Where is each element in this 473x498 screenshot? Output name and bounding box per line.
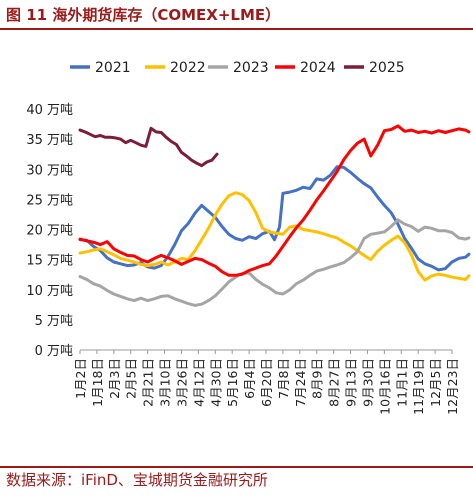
- y-tick-label: 15 万吨: [26, 254, 73, 269]
- legend-label-2022: 2022: [170, 60, 206, 76]
- y-tick-label: 35 万吨: [26, 133, 73, 148]
- series-line-2022: [78, 191, 471, 282]
- series-line-2023: [78, 218, 471, 307]
- series-line-2025: [78, 126, 219, 168]
- x-tick-label: 1月18日: [90, 358, 105, 407]
- data-source: 数据来源：iFinD、宝城期货金融研究所: [6, 471, 268, 489]
- plot-area: [78, 124, 471, 307]
- y-tick-label: 0 万吨: [35, 344, 73, 359]
- y-tick-label: 20 万吨: [26, 224, 73, 239]
- x-tick-label: 3月10日: [158, 358, 173, 407]
- x-tick-label: 2月5日: [124, 358, 139, 399]
- x-tick-label: 2月21日: [141, 358, 156, 407]
- x-tick-label: 2月3日: [107, 358, 122, 399]
- y-axis: 0 万吨 5 万吨 10 万吨 15 万吨 20 万吨 25 万吨 30 万吨 35 万吨 40…: [26, 103, 73, 359]
- x-tick-label: 12月23日: [445, 358, 460, 415]
- series-line-2024: [78, 124, 471, 277]
- y-tick-label: 10 万吨: [26, 284, 73, 299]
- x-tick-label: 6月4日: [242, 358, 257, 399]
- x-tick-label: 8月27日: [327, 358, 342, 407]
- x-tick-label: 7月8日: [276, 358, 291, 399]
- x-tick-label: 10月16日: [377, 358, 392, 415]
- x-tick-label: 4月12日: [191, 358, 206, 407]
- x-axis: 1月2日 1月18日 2月3日 2月5日 2月21日 3月10日 3月26日 4月12日 4月3…: [73, 349, 460, 415]
- y-tick-label: 40 万吨: [26, 103, 73, 118]
- x-tick-label: 11月1日: [394, 358, 409, 407]
- x-tick-label: 9月30日: [360, 358, 375, 407]
- x-tick-label: 1月2日: [73, 358, 88, 399]
- y-tick-label: 30 万吨: [26, 163, 73, 178]
- x-tick-label: 6月20日: [259, 358, 274, 407]
- y-tick-label: 25 万吨: [26, 193, 73, 208]
- x-tick-label: 12月5日: [428, 358, 443, 407]
- title-rule: [0, 28, 473, 30]
- chart-title: 图 11 海外期货库存（COMEX+LME）: [6, 6, 281, 24]
- y-tick-label: 5 万吨: [35, 314, 73, 329]
- x-tick-label: 8月9日: [310, 358, 325, 399]
- legend: 2021 2022 2023 2024 2025: [70, 60, 405, 76]
- x-tick-label: 3月26日: [174, 358, 189, 407]
- x-tick-label: 5月16日: [225, 358, 240, 407]
- x-tick-label: 9月13日: [344, 358, 359, 407]
- x-tick-label: 4月30日: [208, 358, 223, 407]
- x-tick-label: 11月19日: [411, 358, 426, 415]
- legend-label-2025: 2025: [369, 60, 405, 76]
- source-rule: [0, 466, 473, 468]
- legend-label-2023: 2023: [233, 60, 269, 76]
- x-tick-label: 7月24日: [293, 358, 308, 407]
- legend-label-2024: 2024: [300, 60, 336, 76]
- legend-label-2021: 2021: [95, 60, 131, 76]
